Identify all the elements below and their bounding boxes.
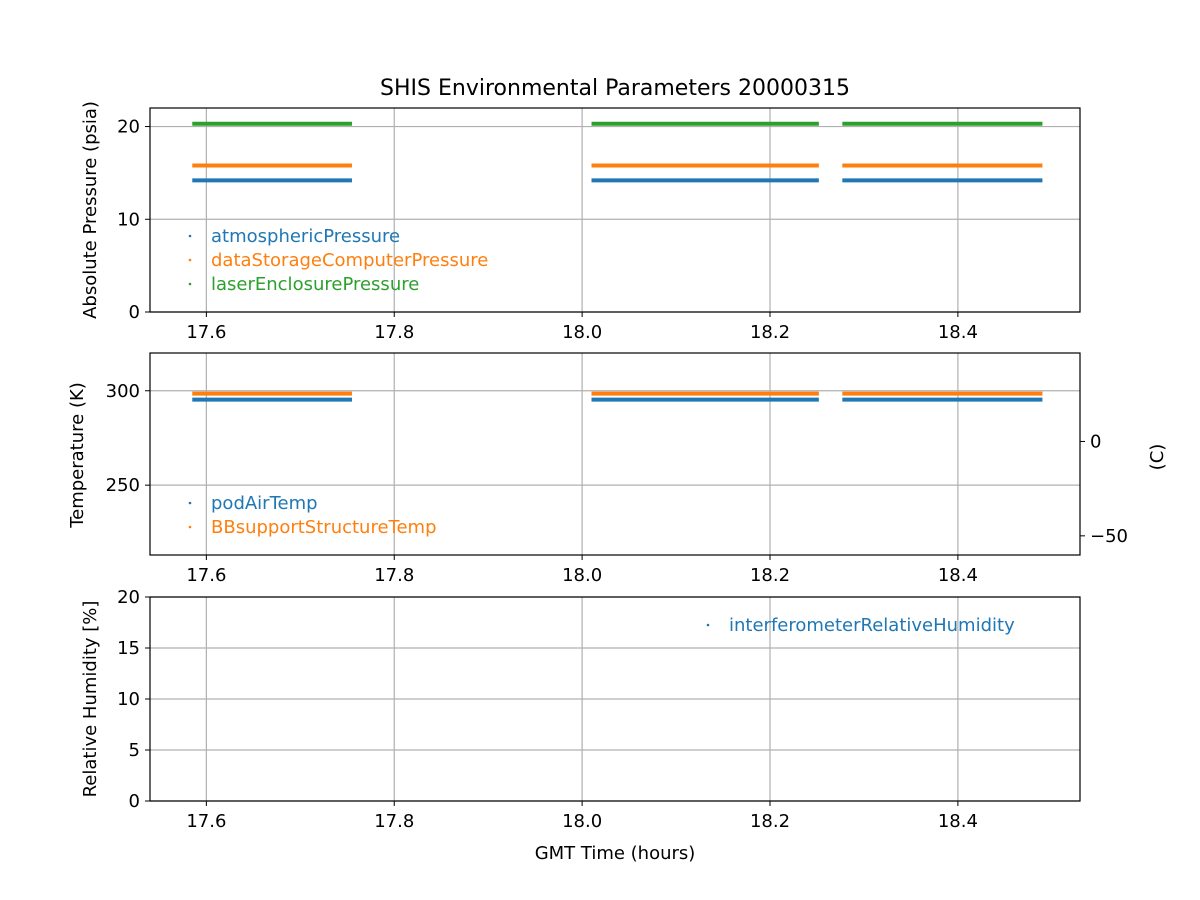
pressure-x-tick-label: 17.8: [374, 322, 414, 343]
bbsupport-structure-temp-legend-marker: [188, 525, 192, 529]
humidity-y-tick-label: 5: [129, 740, 140, 761]
temperature-x-tick-label: 18.2: [750, 565, 790, 586]
pressure-x-tick-label: 18.4: [938, 322, 978, 343]
pressure-y-ticks: 0 10 20: [117, 117, 150, 323]
pressure-x-tick-label: 18.2: [750, 322, 790, 343]
humidity-x-tick-label: 18.0: [562, 811, 602, 832]
temperature-y-tick-label: 300: [106, 381, 140, 402]
humidity-x-tick-label: 18.4: [938, 811, 978, 832]
humidity-y-ticks: 0 5 10 15 20: [117, 587, 150, 812]
temperature-grid: [150, 353, 1080, 555]
pressure-axes-frame: [149, 107, 1081, 313]
pressure-legend: atmosphericPressure dataStorageComputerPr…: [188, 226, 488, 295]
temperature-axes-frame: [149, 352, 1081, 556]
pressure-marks: [192, 121, 1043, 183]
temperature-x-ticks: 17.6 17.8 18.0 18.2 18.4: [186, 555, 978, 586]
pod-air-temp-legend-marker: [188, 501, 192, 505]
humidity-y-tick-label: 20: [117, 587, 140, 608]
humidity-panel: 17.6 17.8 18.0 18.2 18.4 0 5 10 15 20 Relative H…: [80, 587, 1081, 832]
laser-enclosure-pressure-legend-label: laserEnclosurePressure: [211, 274, 419, 295]
humidity-x-tick-label: 17.8: [374, 811, 414, 832]
temperature-x-tick-label: 17.6: [186, 565, 226, 586]
laser-enclosure-pressure-legend-marker: [188, 282, 192, 286]
chart-title: SHIS Environmental Parameters 20000315: [380, 76, 850, 101]
humidity-y-tick-label: 15: [117, 638, 140, 659]
atmospheric-pressure-legend-label: atmosphericPressure: [211, 226, 400, 247]
temperature-panel: 17.6 17.8 18.0 18.2 18.4 250 300 0 −50 Tempera…: [67, 352, 1168, 586]
pressure-y-tick-label: 0: [129, 302, 140, 323]
humidity-y-axis-label: Relative Humidity [%]: [80, 601, 101, 798]
temperature-y-axis-label: Temperature (K): [67, 382, 88, 529]
humidity-x-tick-label: 17.6: [186, 811, 226, 832]
temperature-y-ticks: 250 300: [106, 381, 150, 496]
humidity-y-tick-label: 10: [117, 689, 140, 710]
humidity-x-tick-label: 18.2: [750, 811, 790, 832]
pressure-y-tick-label: 10: [117, 209, 140, 230]
temperature-legend: podAirTemp BBsupportStructureTemp: [188, 493, 437, 538]
celsius-tick-label: −50: [1090, 526, 1128, 547]
pressure-x-tick-label: 18.0: [562, 322, 602, 343]
temperature-celsius-ticks: 0 −50: [1080, 431, 1128, 547]
celsius-tick-label: 0: [1090, 431, 1101, 452]
data-storage-computer-pressure-legend-marker: [188, 258, 192, 262]
temperature-x-tick-label: 17.8: [374, 565, 414, 586]
humidity-legend: interferometerRelativeHumidity: [706, 615, 1015, 636]
pressure-y-tick-label: 20: [117, 117, 140, 138]
humidity-y-tick-label: 0: [129, 791, 140, 812]
interferometer-relative-humidity-legend-marker: [706, 623, 710, 627]
interferometer-relative-humidity-legend-label: interferometerRelativeHumidity: [729, 615, 1015, 636]
x-axis-label: GMT Time (hours): [535, 843, 696, 864]
bbsupport-structure-temp-legend-label: BBsupportStructureTemp: [211, 517, 437, 538]
humidity-x-ticks: 17.6 17.8 18.0 18.2 18.4: [186, 801, 978, 832]
pressure-x-tick-label: 17.6: [186, 322, 226, 343]
pod-air-temp-legend-label: podAirTemp: [211, 493, 318, 514]
temperature-x-tick-label: 18.0: [562, 565, 602, 586]
pressure-panel: 17.6 17.8 18.0 18.2 18.4 0 10 20 Absolute Pres…: [80, 101, 1081, 343]
temperature-x-tick-label: 18.4: [938, 565, 978, 586]
temperature-marks: [192, 391, 1043, 402]
data-storage-computer-pressure-legend-label: dataStorageComputerPressure: [211, 250, 488, 271]
temperature-y-tick-label: 250: [106, 475, 140, 496]
atmospheric-pressure-legend-marker: [188, 234, 192, 238]
pressure-y-axis-label: Absolute Pressure (psia): [80, 101, 101, 319]
pressure-x-ticks: 17.6 17.8 18.0 18.2 18.4: [186, 312, 978, 343]
celsius-axis-label: (C): [1147, 444, 1168, 471]
